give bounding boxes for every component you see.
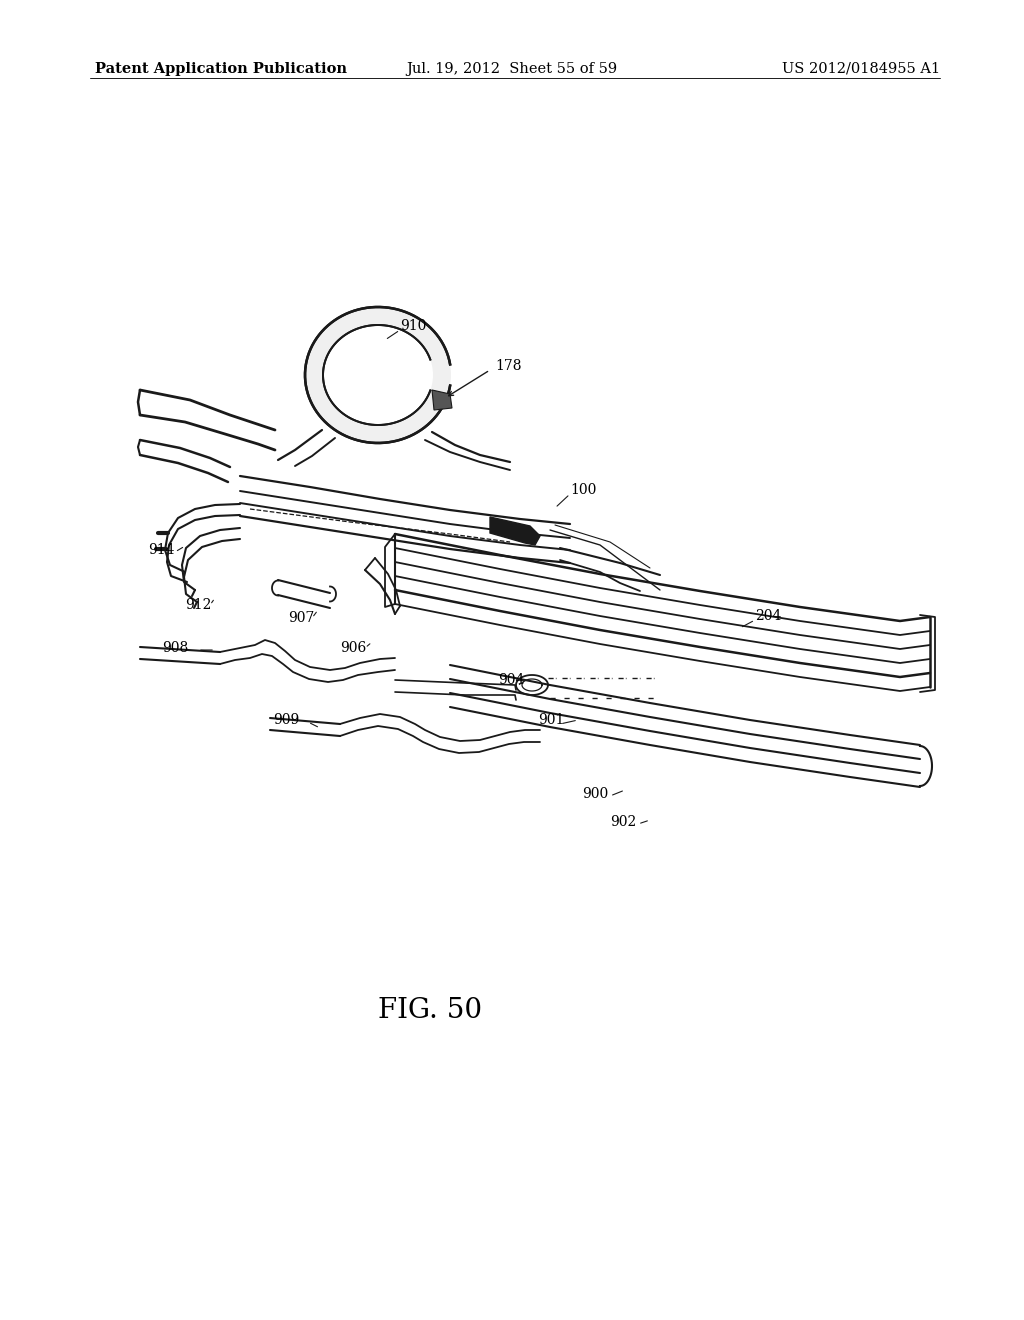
- Ellipse shape: [323, 325, 433, 425]
- Text: 100: 100: [570, 483, 596, 498]
- Text: 908: 908: [162, 642, 188, 655]
- Polygon shape: [490, 517, 540, 545]
- Text: Patent Application Publication: Patent Application Publication: [95, 62, 347, 77]
- Text: 910: 910: [400, 319, 426, 333]
- Text: 904: 904: [498, 673, 524, 686]
- Text: 178: 178: [495, 359, 521, 374]
- Text: 909: 909: [273, 713, 299, 727]
- Text: US 2012/0184955 A1: US 2012/0184955 A1: [782, 62, 940, 77]
- Text: 900: 900: [582, 787, 608, 801]
- Text: 901: 901: [538, 713, 564, 727]
- Text: 914: 914: [148, 543, 174, 557]
- Text: 906: 906: [340, 642, 367, 655]
- Text: 902: 902: [610, 814, 636, 829]
- Text: FIG. 50: FIG. 50: [378, 997, 482, 1023]
- Text: 204: 204: [755, 609, 781, 623]
- Text: Jul. 19, 2012  Sheet 55 of 59: Jul. 19, 2012 Sheet 55 of 59: [407, 62, 617, 77]
- Ellipse shape: [305, 308, 451, 444]
- Polygon shape: [432, 389, 452, 411]
- Text: 912: 912: [185, 598, 211, 612]
- Text: 907: 907: [288, 611, 314, 624]
